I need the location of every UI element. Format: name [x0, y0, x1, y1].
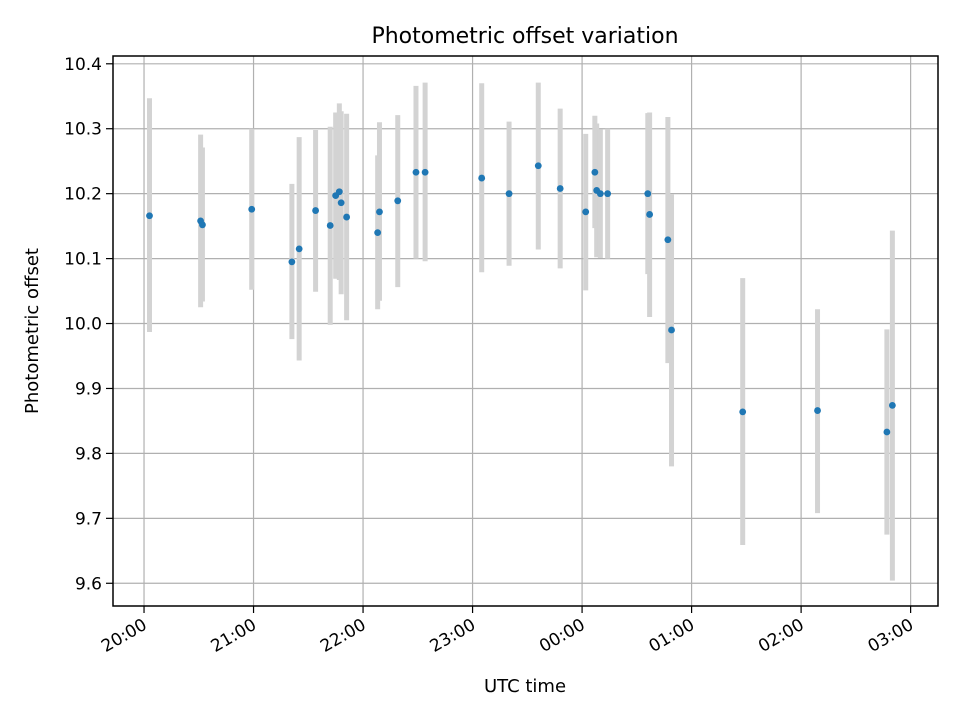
data-point — [394, 197, 402, 205]
y-tick-label: 10.3 — [64, 120, 102, 140]
y-axis-label: Photometric offset — [22, 248, 43, 414]
data-point — [888, 401, 896, 409]
x-tick-label: 02:00 — [755, 615, 807, 657]
data-point — [248, 205, 256, 213]
data-point — [664, 236, 672, 244]
x-tick-label: 00:00 — [536, 615, 588, 657]
x-tick-label: 23:00 — [427, 615, 479, 657]
data-point — [312, 207, 319, 214]
y-tick-label: 9.6 — [75, 574, 102, 594]
data-point — [478, 174, 486, 182]
chart-title: Photometric offset variation — [371, 24, 678, 49]
x-tick-label: 01:00 — [646, 615, 698, 657]
data-point — [883, 428, 891, 436]
data-point — [421, 168, 429, 176]
data-point — [288, 258, 296, 266]
data-point — [412, 168, 420, 176]
x-axis-label: UTC time — [484, 676, 566, 697]
data-point — [295, 245, 303, 253]
grid — [113, 56, 938, 606]
data-point — [591, 168, 599, 176]
data-point — [337, 199, 345, 207]
data-point — [739, 408, 747, 416]
data-point — [146, 212, 153, 220]
y-axis: 9.6 9.7 9.8 9.9 10.0 10.1 10.2 10.3 10.4 — [64, 55, 113, 594]
y-tick-label: 10.2 — [64, 185, 102, 205]
data-point — [376, 208, 383, 216]
x-axis: 20:00 21:00 22:00 23:00 00:00 01:00 02:00 03:00 — [98, 606, 917, 657]
x-tick-label: 21:00 — [208, 615, 260, 657]
data-point — [646, 211, 654, 218]
data-point — [326, 222, 334, 229]
x-tick-label: 03:00 — [865, 615, 917, 657]
data-point — [556, 185, 564, 192]
plot-frame — [112, 55, 939, 607]
data-point — [596, 190, 604, 198]
x-tick-label: 22:00 — [317, 615, 369, 657]
x-tick-label: 20:00 — [98, 615, 150, 657]
y-tick-label: 10.1 — [64, 250, 102, 270]
data-point — [814, 407, 821, 414]
data-point — [668, 326, 675, 334]
data-points — [146, 162, 896, 436]
y-tick-label: 10.4 — [64, 55, 102, 75]
error-bars — [147, 82, 895, 581]
y-tick-label: 9.8 — [75, 444, 102, 464]
data-point — [534, 162, 542, 170]
data-point — [644, 190, 652, 198]
data-point — [582, 208, 590, 216]
y-tick-label: 10.0 — [64, 315, 102, 335]
y-tick-label: 9.7 — [75, 509, 102, 529]
data-point — [199, 221, 206, 229]
data-point — [335, 188, 343, 196]
data-point — [374, 229, 382, 237]
data-point — [505, 190, 513, 198]
data-point — [604, 190, 612, 198]
y-tick-label: 9.9 — [75, 379, 102, 399]
data-point — [343, 213, 351, 221]
